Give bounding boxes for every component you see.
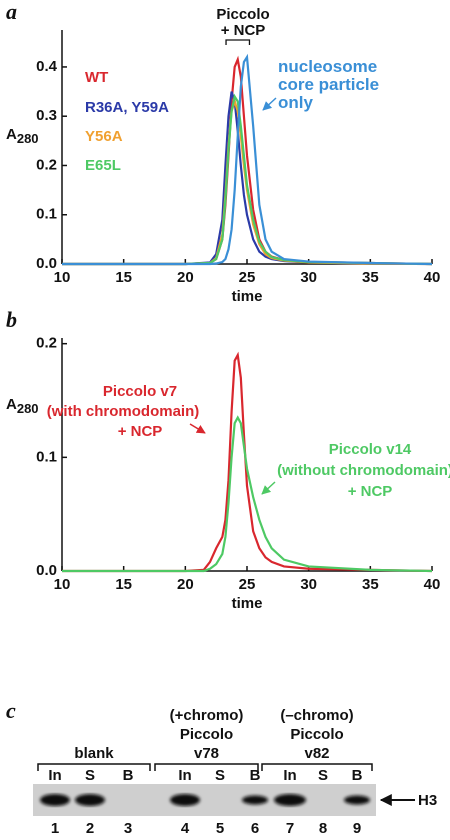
series-line (62, 415, 433, 573)
lane-label: B (123, 767, 134, 784)
x-tick-label: 20 (177, 269, 194, 286)
annotation: + NCP (221, 22, 266, 39)
band (170, 794, 200, 806)
y-tick-label: 0.1 (36, 448, 57, 465)
group-bracket (154, 763, 259, 771)
y-tick-label: 0.0 (36, 562, 57, 579)
y-tick-label: 0.0 (36, 255, 57, 272)
x-tick-label: 40 (424, 576, 441, 593)
series-label: WT (85, 69, 108, 86)
x-tick-label: 10 (54, 269, 71, 286)
x-axis-label: time (232, 288, 263, 305)
lane-label: B (352, 767, 363, 784)
band (344, 795, 370, 805)
x-tick-label: 30 (300, 269, 317, 286)
lane-number: 9 (353, 820, 361, 837)
band (75, 794, 105, 806)
lane-label: In (283, 767, 296, 784)
x-tick-label: 30 (300, 576, 317, 593)
panel-label: c (6, 698, 16, 723)
series-suffix: + NCP (118, 423, 163, 440)
y-tick-label: 0.1 (36, 206, 57, 223)
series-label: Piccolo v14 (329, 441, 412, 458)
group-bracket (261, 763, 373, 771)
group-bracket (37, 763, 151, 771)
group-label: Piccolo (180, 726, 233, 743)
series-suffix: + NCP (348, 483, 393, 500)
y-axis-label-main: A (6, 396, 17, 413)
group-label: blank (74, 745, 114, 762)
y-axis-label: A280 (6, 396, 39, 416)
y-axis-label: A280 (6, 126, 39, 146)
series-line (62, 93, 433, 266)
x-tick-label: 25 (239, 576, 256, 593)
marker-label: H3 (418, 792, 437, 809)
series-label: E65L (85, 157, 121, 174)
group-label: v82 (304, 745, 329, 762)
x-tick-label: 10 (54, 576, 71, 593)
lane-number: 6 (251, 820, 259, 837)
group-label: v78 (194, 745, 219, 762)
label-arrow (262, 97, 277, 111)
band (274, 794, 306, 806)
lane-number: 4 (181, 820, 190, 837)
lane-number: 3 (124, 820, 132, 837)
x-axis-label: time (232, 595, 263, 612)
y-tick-label: 0.4 (36, 58, 58, 75)
lane-label: S (85, 767, 95, 784)
series-note: (with chromodomain) (47, 403, 200, 420)
series-label: nucleosome core particle only (278, 58, 380, 112)
annotation-bracket (225, 39, 251, 45)
y-axis-label-main: A (6, 126, 17, 143)
lane-label: S (318, 767, 328, 784)
x-tick-label: 15 (115, 576, 132, 593)
y-tick-label: 0.2 (36, 335, 57, 352)
series-note: (without chromodomain) (277, 462, 450, 479)
annotation: Piccolo (216, 6, 269, 23)
label-arrow (261, 481, 276, 495)
series-label: Y56A (85, 128, 123, 145)
series-line (62, 351, 433, 573)
lane-number: 7 (286, 820, 294, 837)
series-line (62, 53, 433, 266)
lane-label: In (178, 767, 191, 784)
x-tick-label: 40 (424, 269, 441, 286)
lane-number: 2 (86, 820, 94, 837)
band (242, 795, 268, 805)
lane-label: S (215, 767, 225, 784)
group-label: (–chromo) (280, 707, 353, 724)
y-axis-label-sub: 280 (17, 401, 39, 416)
lane-number: 1 (51, 820, 59, 837)
lane-number: 5 (216, 820, 224, 837)
x-tick-label: 25 (239, 269, 256, 286)
series-label: R36A, Y59A (85, 99, 169, 116)
group-label: Piccolo (290, 726, 343, 743)
lane-label: B (250, 767, 261, 784)
x-tick-label: 20 (177, 576, 194, 593)
x-tick-label: 35 (362, 576, 379, 593)
panel-label: a (6, 0, 17, 24)
y-tick-label: 0.3 (36, 107, 57, 124)
band (40, 794, 70, 806)
group-label: (+chromo) (170, 707, 244, 724)
series-label: Piccolo v7 (103, 383, 177, 400)
y-tick-label: 0.2 (36, 156, 57, 173)
x-tick-label: 35 (362, 269, 379, 286)
gel-bands (40, 794, 370, 806)
y-axis-label-sub: 280 (17, 131, 39, 146)
lane-number: 8 (319, 820, 327, 837)
lane-label: In (48, 767, 61, 784)
label-arrow (189, 423, 206, 434)
x-tick-label: 15 (115, 269, 132, 286)
series-label-box: nucleosome core particle only (278, 58, 380, 112)
panel-label: b (6, 307, 17, 332)
